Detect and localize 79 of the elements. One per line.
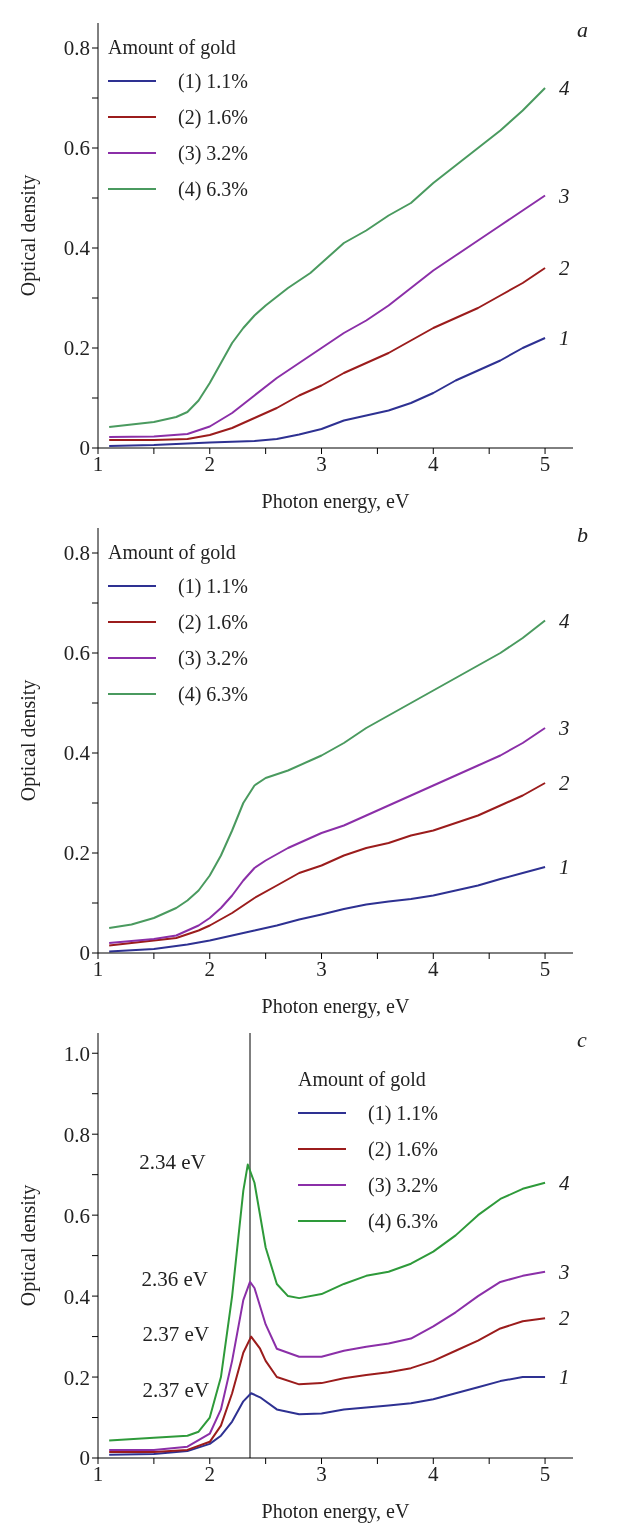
x-tick-label: 1 bbox=[92, 956, 104, 981]
legend-label: (4) 6.3% bbox=[178, 177, 248, 201]
y-tick-label: 1.0 bbox=[63, 1041, 90, 1066]
x-tick-label: 1 bbox=[92, 1461, 104, 1486]
chart-title: b bbox=[577, 522, 588, 547]
annotation: 1 bbox=[559, 855, 570, 879]
y-tick-label: 0 bbox=[79, 1446, 90, 1471]
y-tick-label: 0.6 bbox=[63, 136, 90, 161]
legend-label: (1) 1.1% bbox=[178, 69, 248, 93]
legend-title: Amount of gold bbox=[108, 36, 237, 59]
line-series bbox=[108, 866, 547, 953]
y-tick-label: 0.2 bbox=[63, 1365, 90, 1390]
legend-label: (2) 1.6% bbox=[178, 610, 248, 634]
legend-label: (1) 1.1% bbox=[368, 1101, 438, 1125]
x-axis-title: Photon energy, eV bbox=[261, 995, 410, 1018]
annotation: 2.37 eV bbox=[142, 1378, 210, 1403]
x-tick-label: 4 bbox=[428, 1461, 440, 1486]
annotation: 2 bbox=[559, 1306, 571, 1331]
annotation: 4 bbox=[559, 1170, 571, 1195]
annotation: 2 bbox=[559, 771, 571, 795]
annotation: 3 bbox=[558, 183, 570, 208]
chart-title: a bbox=[577, 17, 588, 42]
x-tick-label: 5 bbox=[539, 1461, 551, 1486]
y-tick-label: 0.6 bbox=[63, 1203, 90, 1228]
x-axis-title: Photon energy, eV bbox=[261, 490, 410, 513]
y-tick-label: 0 bbox=[79, 941, 90, 966]
legend-label: (4) 6.3% bbox=[178, 682, 248, 706]
y-tick-label: 0.8 bbox=[63, 541, 90, 566]
x-tick-label: 5 bbox=[539, 451, 551, 476]
line-series bbox=[108, 1317, 547, 1453]
legend-label: (3) 3.2% bbox=[178, 141, 248, 165]
line-series bbox=[108, 1270, 547, 1451]
legend-title: Amount of gold bbox=[108, 541, 237, 564]
y-tick-label: 0.8 bbox=[63, 36, 90, 61]
line-series bbox=[108, 727, 547, 944]
chart-title: c bbox=[577, 1027, 587, 1052]
annotation: 3 bbox=[558, 716, 570, 740]
annotation: 2 bbox=[559, 256, 571, 280]
x-tick-label: 3 bbox=[316, 1461, 327, 1486]
x-tick-label: 4 bbox=[428, 451, 440, 476]
y-axis-title: Optical density bbox=[17, 679, 41, 802]
x-tick-label: 3 bbox=[316, 451, 327, 476]
annotation: 1 bbox=[559, 326, 570, 350]
annotation: 1 bbox=[559, 1365, 570, 1390]
y-axis-title: Optical density bbox=[17, 174, 41, 297]
y-tick-label: 0.4 bbox=[63, 741, 91, 766]
x-tick-label: 5 bbox=[539, 956, 551, 981]
x-tick-label: 4 bbox=[428, 956, 440, 981]
y-tick-label: 0 bbox=[79, 436, 90, 461]
legend-label: (3) 3.2% bbox=[178, 646, 248, 670]
y-tick-label: 0.2 bbox=[63, 336, 90, 361]
annotation: 2.37 eV bbox=[142, 1321, 210, 1346]
annotation: 4 bbox=[559, 76, 571, 100]
legend-label: (2) 1.6% bbox=[368, 1137, 438, 1161]
y-tick-label: 0.4 bbox=[63, 236, 91, 261]
y-axis-title: Optical density bbox=[17, 1184, 41, 1307]
y-tick-label: 0.2 bbox=[63, 841, 90, 866]
x-tick-label: 1 bbox=[92, 451, 104, 476]
legend-title: Amount of gold bbox=[298, 1068, 427, 1091]
x-axis-title: Photon energy, eV bbox=[261, 1500, 410, 1523]
y-tick-label: 0.4 bbox=[63, 1284, 91, 1309]
y-tick-label: 0.8 bbox=[63, 1122, 90, 1147]
line-series bbox=[108, 782, 547, 947]
annotation: 3 bbox=[558, 1259, 570, 1284]
annotation: 2.34 eV bbox=[139, 1149, 206, 1174]
legend-label: (2) 1.6% bbox=[178, 105, 248, 129]
annotation: 2.36 eV bbox=[141, 1266, 208, 1291]
line-series bbox=[108, 337, 547, 447]
x-tick-label: 2 bbox=[204, 956, 216, 981]
x-tick-label: 2 bbox=[204, 1461, 216, 1486]
line-series bbox=[108, 1376, 547, 1456]
annotation: 4 bbox=[559, 608, 571, 633]
x-tick-label: 2 bbox=[204, 451, 216, 476]
y-tick-label: 0.6 bbox=[63, 641, 90, 666]
line-series bbox=[108, 267, 547, 441]
legend-label: (3) 3.2% bbox=[368, 1173, 438, 1197]
x-tick-label: 3 bbox=[316, 956, 327, 981]
legend-label: (4) 6.3% bbox=[368, 1209, 438, 1233]
legend-label: (1) 1.1% bbox=[178, 574, 248, 598]
